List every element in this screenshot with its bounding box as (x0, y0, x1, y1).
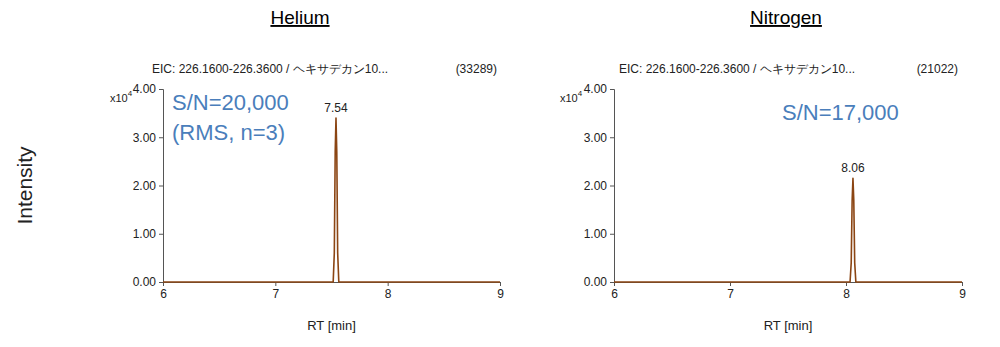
peak-label: 7.54 (324, 101, 348, 115)
x-axis-title: RT [min] (307, 318, 356, 333)
y-tick-label: 4.00 (133, 82, 157, 96)
x-tick: 8 (843, 282, 850, 301)
x-axis: 6 7 8 9 (160, 282, 504, 301)
subtitle: EIC: 226.1600-226.3600 / ヘキサデカン10... (152, 62, 388, 76)
y-tick: 2.00 (584, 179, 614, 193)
y-tick-mark (159, 186, 163, 187)
y-tick-mark (159, 282, 163, 283)
y-tick-mark (610, 186, 614, 187)
y-tick-label: 0.00 (584, 275, 608, 289)
chromatogram-trace (614, 178, 962, 282)
y-tick: 1.00 (133, 227, 163, 241)
sn-note: S/N=20,000 (172, 90, 289, 115)
x-tick-label: 9 (959, 287, 966, 301)
y-axis-line (610, 90, 615, 283)
y-tick-mark (610, 137, 614, 138)
y-tick-mark (159, 234, 163, 235)
sn-note: (RMS, n=3) (172, 120, 285, 145)
y-multiplier-base: x10 (110, 92, 128, 104)
y-axis-line (159, 90, 164, 283)
x-tick-label: 8 (843, 287, 850, 301)
y-tick-label: 0.00 (133, 275, 157, 289)
y-multiplier: x104 (110, 89, 133, 104)
y-tick: 0.00 (133, 275, 163, 289)
sn-note: S/N=17,000 (782, 100, 899, 125)
y-axis: 0.00 1.00 2.00 3.00 4.00 (133, 82, 164, 289)
x-axis-line (164, 283, 501, 287)
subtitle: EIC: 226.1600-226.3600 / ヘキサデカン10... (619, 62, 855, 76)
x-tick: 7 (272, 282, 279, 301)
x-tick: 6 (160, 282, 167, 301)
panel: Helium EIC: 226.1600-226.3600 / ヘキサデカン10.… (110, 7, 504, 333)
y-tick: 2.00 (133, 179, 163, 193)
peak-label: 8.06 (841, 161, 865, 175)
x-tick-label: 8 (385, 287, 392, 301)
y-multiplier-base: x10 (560, 92, 578, 104)
y-multiplier-exponent: 4 (578, 89, 583, 98)
y-tick-label: 3.00 (133, 131, 157, 145)
y-tick-label: 2.00 (133, 179, 157, 193)
x-tick-label: 6 (160, 287, 167, 301)
chromatogram-trace (163, 118, 500, 282)
y-multiplier: x104 (560, 89, 583, 104)
x-tick-mark (962, 282, 963, 286)
subtitle-count: (33289) (456, 62, 497, 76)
x-tick: 9 (497, 282, 504, 301)
x-tick-label: 7 (272, 287, 279, 301)
y-tick-label: 3.00 (584, 131, 608, 145)
x-tick: 8 (385, 282, 392, 301)
x-axis-line (615, 283, 963, 287)
y-tick-mark (610, 89, 614, 90)
y-tick-label: 1.00 (133, 227, 157, 241)
y-tick-label: 4.00 (584, 82, 608, 96)
y-tick-mark (610, 234, 614, 235)
plot-area (163, 118, 500, 282)
x-tick-mark (500, 282, 501, 286)
y-tick: 0.00 (584, 275, 614, 289)
y-tick-label: 1.00 (584, 227, 608, 241)
y-tick: 3.00 (133, 131, 163, 145)
y-axis: 0.00 1.00 2.00 3.00 4.00 (584, 82, 615, 289)
x-tick: 6 (611, 282, 618, 301)
x-tick-label: 6 (611, 287, 618, 301)
y-tick-label: 2.00 (584, 179, 608, 193)
y-tick-mark (159, 137, 163, 138)
y-tick: 4.00 (584, 82, 614, 96)
y-tick-mark (159, 89, 163, 90)
subtitle-count: (21022) (917, 62, 958, 76)
panel: Nitrogen EIC: 226.1600-226.3600 / ヘキサデカン1… (560, 7, 966, 333)
title: Helium (270, 7, 329, 28)
x-tick-label: 9 (497, 287, 504, 301)
x-tick: 9 (959, 282, 966, 301)
y-tick: 4.00 (133, 82, 163, 96)
y-tick: 3.00 (584, 131, 614, 145)
y-tick: 1.00 (584, 227, 614, 241)
figure: Helium EIC: 226.1600-226.3600 / ヘキサデカン10.… (0, 0, 1000, 347)
plot-area (614, 178, 962, 282)
y-axis-title: Intensity (13, 146, 36, 225)
x-tick-label: 7 (727, 287, 734, 301)
x-axis: 6 7 8 9 (611, 282, 966, 301)
x-tick: 7 (727, 282, 734, 301)
title: Nitrogen (750, 7, 822, 28)
x-axis-title: RT [min] (764, 318, 813, 333)
y-tick-mark (610, 282, 614, 283)
